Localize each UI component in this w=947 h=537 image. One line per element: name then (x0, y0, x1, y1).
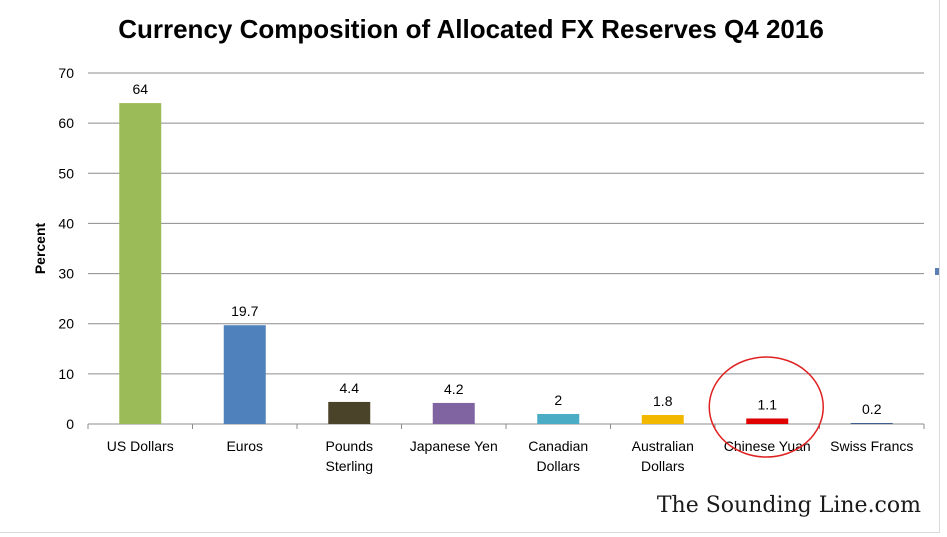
chart-title: Currency Composition of Allocated FX Res… (118, 14, 824, 44)
y-tick-label: 60 (58, 115, 74, 131)
x-tick-label: Sterling (326, 458, 373, 474)
x-tick-label: Australian (632, 438, 694, 454)
y-tick-label: 50 (58, 165, 74, 181)
bar-chart: 0 10 20 30 40 50 60 70 Percent 64 US Dollars 19.7 Eu… (32, 65, 925, 474)
x-tick-label: Dollars (536, 458, 580, 474)
bar (746, 418, 789, 424)
y-tick-label: 20 (58, 316, 74, 332)
data-label: 64 (132, 81, 148, 97)
data-label: 2 (554, 392, 562, 408)
bar (850, 422, 893, 424)
y-tick-label: 40 (58, 215, 74, 231)
x-tick-label: Euros (226, 438, 263, 454)
y-tick-label: 10 (58, 366, 74, 382)
y-tick-label: 0 (66, 416, 74, 432)
highlight-circle (708, 356, 824, 458)
x-tick-label: Japanese Yen (410, 438, 498, 454)
bar (537, 413, 580, 424)
data-label: 1.8 (653, 393, 673, 409)
data-label: 4.2 (444, 381, 464, 397)
bar (223, 325, 266, 424)
y-tick-label: 30 (58, 266, 74, 282)
data-label: 1.1 (758, 396, 778, 412)
bar (119, 103, 162, 424)
data-label: 0.2 (862, 401, 882, 417)
bar (432, 402, 475, 424)
bar (328, 401, 371, 424)
x-tick-label: Pounds (326, 438, 373, 454)
x-tick-label: Chinese Yuan (724, 438, 811, 454)
data-label: 4.4 (340, 380, 360, 396)
x-tick-label: Dollars (641, 458, 685, 474)
x-tick-label: US Dollars (107, 438, 174, 454)
bar (641, 414, 684, 424)
y-tick-label: 70 (58, 65, 74, 81)
y-axis-label: Percent (32, 222, 48, 274)
watermark: The Sounding Line.com (656, 493, 921, 518)
data-label: 19.7 (231, 303, 258, 319)
x-tick-label: Swiss Francs (830, 438, 913, 454)
resize-handle (935, 268, 939, 275)
x-tick-label: Canadian (528, 438, 588, 454)
